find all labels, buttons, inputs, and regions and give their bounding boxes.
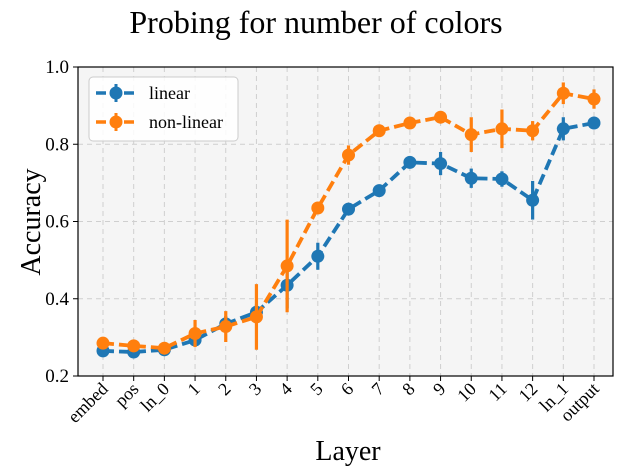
- series-non-linear: [96, 82, 601, 355]
- data-point-non-linear: [127, 339, 141, 353]
- x-tick-label: 3: [245, 379, 266, 400]
- legend-linear-marker: [109, 86, 123, 100]
- data-point-linear: [495, 172, 509, 186]
- x-tick-label: 7: [368, 379, 389, 400]
- data-point-linear: [526, 193, 540, 207]
- x-tick-label: pos: [111, 379, 143, 411]
- data-point-non-linear: [587, 92, 601, 106]
- x-tick-label: 4: [275, 379, 296, 400]
- series-line-linear: [102, 121, 595, 354]
- data-point-non-linear: [464, 128, 478, 142]
- data-point-non-linear: [403, 116, 417, 130]
- legend-linear-label: linear: [149, 83, 190, 103]
- legend-nonlinear-marker: [109, 115, 123, 129]
- x-tick-label: 2: [214, 379, 235, 400]
- x-tick-label: 1: [183, 379, 204, 400]
- data-point-linear: [556, 122, 570, 136]
- x-tick-label: embed: [64, 379, 112, 427]
- data-point-linear: [403, 155, 417, 169]
- data-point-non-linear: [311, 201, 325, 215]
- x-tick-label: 6: [337, 379, 358, 400]
- legend: linear non-linear: [88, 76, 239, 142]
- x-tick-label: 5: [306, 379, 327, 400]
- data-point-non-linear: [219, 320, 233, 334]
- y-tick-label: 0.2: [45, 366, 69, 387]
- data-point-non-linear: [526, 124, 540, 138]
- data-point-non-linear: [188, 327, 202, 341]
- data-point-non-linear: [96, 336, 110, 350]
- data-point-linear: [464, 171, 478, 185]
- data-point-linear: [342, 202, 355, 216]
- data-point-linear: [372, 184, 386, 198]
- chart-title: Probing for number of colors: [129, 4, 502, 40]
- y-tick-label: 1.0: [45, 57, 69, 78]
- data-point-non-linear: [434, 110, 448, 124]
- data-point-linear: [587, 116, 601, 130]
- data-point-non-linear: [556, 86, 570, 100]
- x-tick-label: ln_0: [136, 379, 173, 416]
- data-point-non-linear: [280, 259, 294, 273]
- series-group: [96, 82, 601, 359]
- x-tick-label: 8: [398, 379, 419, 400]
- y-tick-label: 0.4: [45, 289, 69, 310]
- y-axis-ticks: 0.2 0.4 0.6 0.8 1.0: [45, 57, 78, 387]
- y-axis-label: Accuracy: [16, 168, 47, 275]
- x-tick-label: 11: [484, 379, 510, 405]
- y-tick-label: 0.8: [45, 134, 69, 155]
- data-point-linear: [434, 157, 448, 171]
- x-tick-label: 9: [429, 379, 450, 400]
- data-point-non-linear: [249, 310, 263, 324]
- x-tick-label: 10: [453, 379, 480, 406]
- data-point-non-linear: [157, 341, 171, 355]
- data-point-non-linear: [342, 148, 355, 162]
- data-point-non-linear: [495, 122, 509, 136]
- data-point-linear: [311, 249, 325, 263]
- x-axis-label: Layer: [315, 436, 381, 467]
- y-tick-label: 0.6: [45, 212, 69, 233]
- data-point-non-linear: [372, 124, 386, 138]
- legend-nonlinear-label: non-linear: [149, 112, 223, 132]
